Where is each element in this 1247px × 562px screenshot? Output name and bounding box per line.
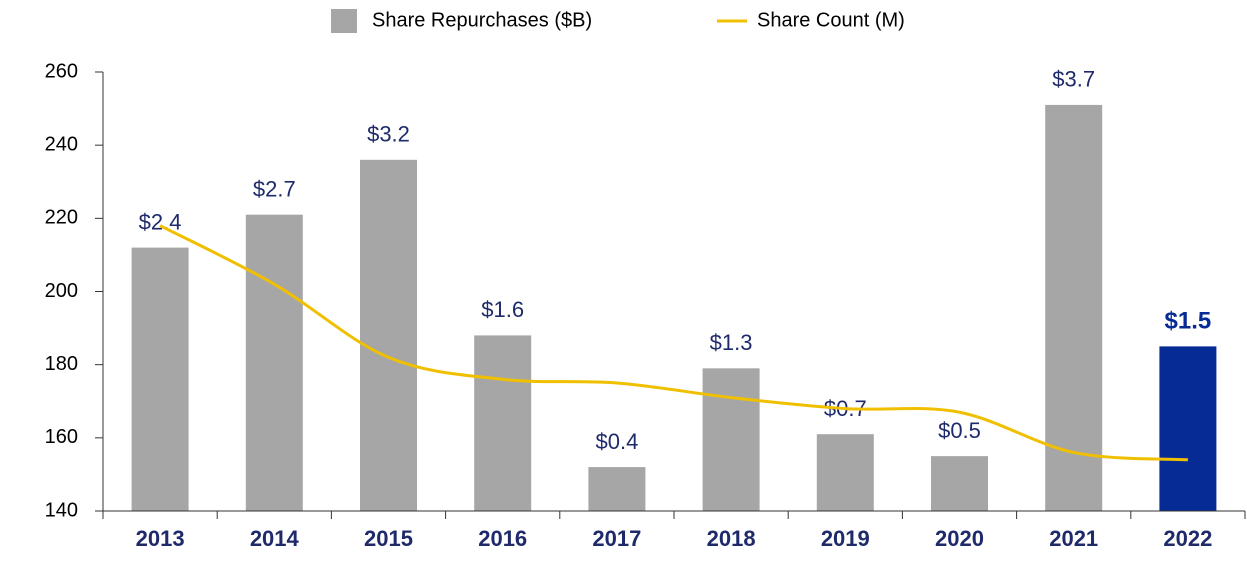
x-tick-label: 2022 <box>1163 526 1212 551</box>
bar <box>1045 104 1103 512</box>
bar <box>588 467 646 511</box>
data-label: $3.2 <box>367 122 410 147</box>
y-tick-label: 220 <box>45 207 78 229</box>
x-tick-label: 2017 <box>592 526 641 551</box>
x-tick-label: 2013 <box>136 526 185 551</box>
data-label: $0.5 <box>938 418 981 443</box>
y-tick-label: 140 <box>45 499 78 521</box>
legend-label: Share Count (M) <box>757 9 905 31</box>
bar <box>931 456 988 511</box>
x-tick-label: 2020 <box>935 526 984 551</box>
x-tick-label: 2021 <box>1049 526 1098 551</box>
bar <box>1159 346 1217 511</box>
x-tick-label: 2019 <box>821 526 870 551</box>
x-tick-label: 2015 <box>364 526 413 551</box>
bar <box>702 368 760 511</box>
bar <box>360 159 417 512</box>
y-tick-label: 180 <box>45 353 78 375</box>
y-tick-label: 260 <box>45 60 78 82</box>
data-label: $3.7 <box>1052 67 1095 92</box>
x-tick-label: 2016 <box>478 526 527 551</box>
legend-swatch <box>331 9 357 33</box>
line <box>159 224 1188 462</box>
x-tick-label: 2014 <box>250 526 300 551</box>
bar <box>474 335 532 511</box>
bar <box>245 214 303 512</box>
bar <box>131 247 189 511</box>
legend-label: Share Repurchases ($B) <box>372 9 592 31</box>
data-label: $1.5 <box>1165 308 1212 335</box>
data-label: $1.6 <box>481 297 524 322</box>
x-tick-label: 2018 <box>707 526 756 551</box>
bar <box>816 434 874 511</box>
data-label: $2.7 <box>253 176 296 201</box>
y-tick-label: 160 <box>45 426 78 448</box>
data-label: $0.4 <box>595 429 638 454</box>
data-label: $1.3 <box>710 330 753 355</box>
y-tick-label: 200 <box>45 280 78 302</box>
data-label: $2.4 <box>139 209 182 234</box>
y-tick-label: 240 <box>45 133 78 155</box>
